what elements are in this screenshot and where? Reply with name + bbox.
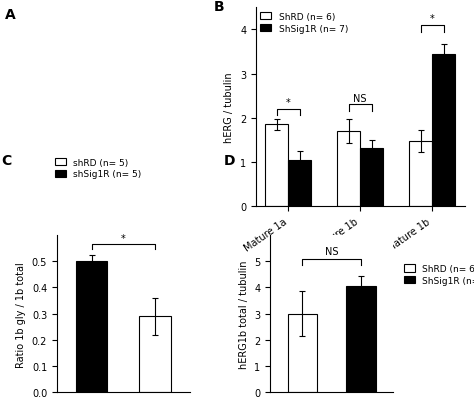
Text: NS: NS (354, 93, 367, 103)
Legend: ShRD (n= 6), ShSig1R (n= 7): ShRD (n= 6), ShSig1R (n= 7) (261, 13, 348, 33)
Text: C: C (1, 154, 11, 168)
Bar (288, 314, 317, 392)
Text: *: * (430, 14, 435, 24)
Text: NS: NS (325, 247, 338, 257)
Bar (337, 132, 360, 206)
Bar (432, 55, 455, 206)
Bar (288, 160, 311, 206)
Legend: shRD (n= 5), shSig1R (n= 5): shRD (n= 5), shSig1R (n= 5) (55, 158, 141, 179)
Bar (139, 316, 171, 392)
Bar (76, 261, 108, 392)
Bar (265, 125, 288, 206)
Text: A: A (5, 8, 16, 22)
Bar (360, 148, 383, 206)
Y-axis label: Ratio 1b gly / 1b total: Ratio 1b gly / 1b total (16, 261, 26, 367)
Text: *: * (286, 98, 291, 108)
Text: *: * (121, 233, 126, 243)
Bar (346, 286, 376, 392)
Text: D: D (223, 154, 235, 168)
Y-axis label: hERG1b total / tubulin: hERG1b total / tubulin (238, 260, 249, 368)
Bar (409, 142, 432, 206)
Legend: ShRD (n= 6), ShSig1R (n= 7): ShRD (n= 6), ShSig1R (n= 7) (404, 264, 474, 285)
Text: B: B (214, 0, 225, 14)
Y-axis label: hERG / tubulin: hERG / tubulin (224, 72, 235, 142)
